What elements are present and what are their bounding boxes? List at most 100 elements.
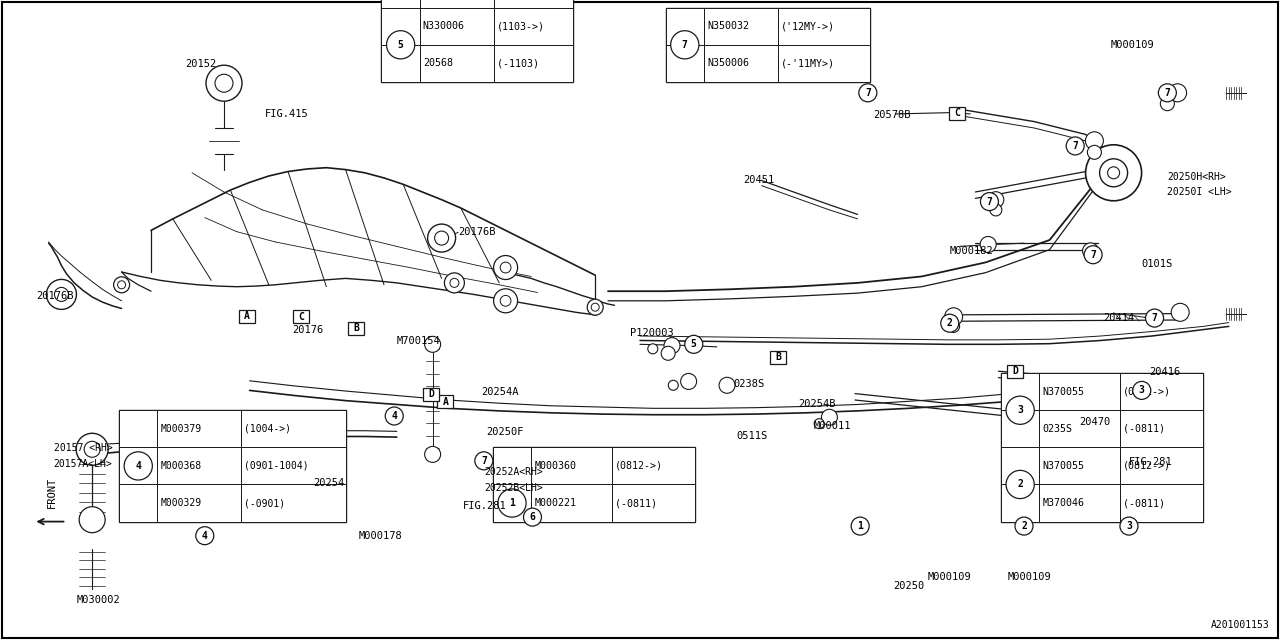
Text: B: B — [776, 352, 781, 362]
Text: 2: 2 — [1018, 479, 1023, 490]
Text: N350006: N350006 — [707, 58, 749, 68]
Bar — [420, 8, 494, 45]
Bar — [771, 351, 786, 364]
Bar — [348, 322, 364, 335]
Text: 20152: 20152 — [186, 59, 216, 69]
Text: (-'11MY>): (-'11MY>) — [781, 58, 836, 68]
Text: A: A — [443, 397, 448, 407]
Circle shape — [124, 452, 152, 480]
Bar — [1007, 365, 1023, 378]
Circle shape — [1171, 303, 1189, 321]
Text: FIG.281: FIG.281 — [1129, 457, 1172, 467]
Circle shape — [1065, 395, 1080, 411]
Text: A: A — [244, 311, 250, 321]
Circle shape — [46, 280, 77, 309]
Text: 20250H<RH>: 20250H<RH> — [1167, 172, 1226, 182]
Circle shape — [1146, 309, 1164, 327]
Bar — [493, 447, 695, 522]
Text: 7: 7 — [1165, 88, 1170, 98]
Bar — [1120, 373, 1203, 410]
Text: 20568: 20568 — [422, 58, 453, 68]
Bar — [704, 45, 778, 82]
Circle shape — [425, 447, 440, 462]
Bar — [493, 484, 531, 522]
Circle shape — [664, 338, 680, 353]
Bar — [293, 310, 308, 323]
Bar — [494, 8, 573, 45]
Text: N330006: N330006 — [422, 21, 465, 31]
Circle shape — [79, 507, 105, 532]
Text: 0511S: 0511S — [736, 431, 767, 442]
Circle shape — [184, 428, 212, 456]
Bar — [1120, 484, 1203, 522]
Bar — [119, 484, 157, 522]
Text: 20176: 20176 — [292, 324, 323, 335]
Circle shape — [118, 281, 125, 289]
Circle shape — [215, 74, 233, 92]
Circle shape — [494, 289, 517, 313]
Circle shape — [1120, 517, 1138, 535]
Bar — [241, 447, 346, 484]
Text: B: B — [353, 323, 358, 333]
Bar — [666, 45, 704, 82]
Bar — [778, 8, 870, 45]
Text: 20157 <RH>: 20157 <RH> — [54, 443, 113, 453]
Text: 0101S: 0101S — [1142, 259, 1172, 269]
Circle shape — [980, 193, 998, 211]
Circle shape — [77, 433, 108, 465]
Text: 0238S: 0238S — [733, 379, 764, 389]
Text: 1: 1 — [858, 521, 863, 531]
Text: FRONT: FRONT — [46, 476, 56, 508]
Circle shape — [206, 65, 242, 101]
Bar — [493, 447, 531, 484]
Text: N370055: N370055 — [1042, 387, 1084, 397]
Text: C: C — [955, 108, 960, 118]
Circle shape — [1158, 84, 1176, 102]
Text: D: D — [429, 389, 434, 399]
Circle shape — [55, 287, 68, 301]
Text: (0901-1004): (0901-1004) — [243, 461, 308, 471]
Circle shape — [988, 192, 1004, 207]
Text: (-0811): (-0811) — [1123, 498, 1171, 508]
Circle shape — [1100, 159, 1128, 187]
Circle shape — [591, 303, 599, 311]
Text: 5: 5 — [398, 40, 403, 50]
Circle shape — [1083, 243, 1098, 259]
Circle shape — [500, 262, 511, 273]
Bar — [119, 447, 157, 484]
Circle shape — [1171, 379, 1189, 397]
Text: (0812->): (0812->) — [614, 461, 663, 471]
Text: C: C — [298, 312, 303, 322]
Text: (-0901): (-0901) — [243, 498, 308, 508]
Text: M000221: M000221 — [534, 498, 576, 508]
Text: 4: 4 — [136, 461, 141, 471]
Bar — [157, 410, 241, 447]
Text: M000109: M000109 — [1007, 572, 1051, 582]
Text: 20451: 20451 — [744, 175, 774, 186]
Text: 4: 4 — [202, 531, 207, 541]
Circle shape — [1107, 167, 1120, 179]
Circle shape — [941, 314, 959, 332]
Text: 20250I <LH>: 20250I <LH> — [1167, 187, 1231, 197]
Text: ('12MY->): ('12MY->) — [781, 21, 836, 31]
Bar — [612, 447, 695, 484]
Circle shape — [859, 84, 877, 102]
Text: 4: 4 — [392, 411, 397, 421]
Circle shape — [980, 236, 996, 252]
Circle shape — [494, 255, 517, 280]
Text: (-0811): (-0811) — [1123, 424, 1171, 434]
Circle shape — [685, 335, 703, 353]
Circle shape — [671, 31, 699, 59]
Bar — [381, 8, 420, 45]
Circle shape — [1133, 381, 1151, 399]
Bar — [1001, 373, 1203, 522]
Text: M00011: M00011 — [814, 420, 851, 431]
Text: (0812->): (0812->) — [1123, 461, 1171, 471]
Text: N350032: N350032 — [707, 21, 749, 31]
Bar — [420, 0, 494, 8]
Text: M000182: M000182 — [950, 246, 993, 256]
Bar — [1120, 447, 1203, 484]
Bar — [666, 8, 704, 45]
Circle shape — [475, 452, 493, 470]
Circle shape — [387, 31, 415, 59]
